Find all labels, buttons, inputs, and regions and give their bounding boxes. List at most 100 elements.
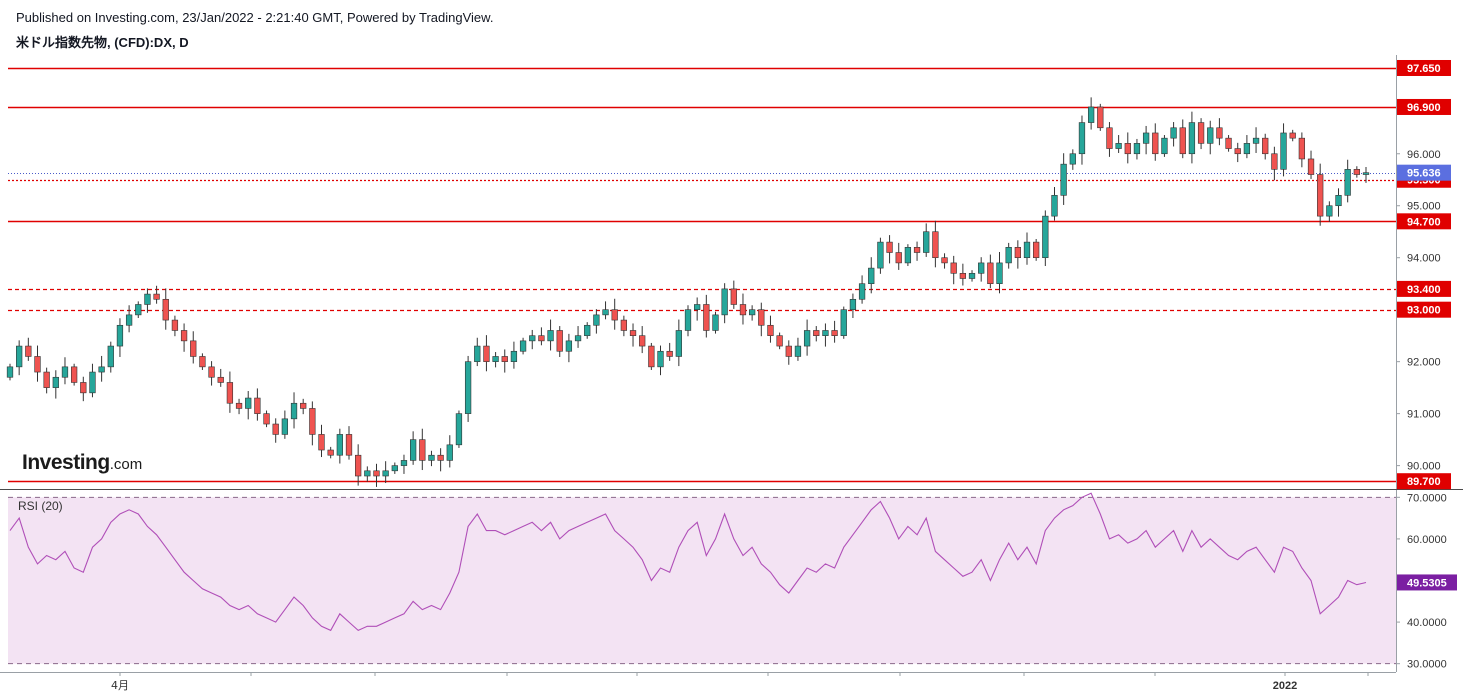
candle-body	[748, 309, 756, 316]
level-label: 93.400	[1407, 284, 1441, 296]
candle-body	[1023, 241, 1031, 259]
candle-body	[25, 345, 32, 357]
rsi-tick-label: 60.0000	[1407, 534, 1447, 546]
candle-body	[868, 267, 875, 284]
level-label-bg	[1397, 280, 1451, 297]
candle-body	[785, 345, 792, 357]
candle-body	[1014, 247, 1021, 259]
rsi-title: RSI (20)	[18, 499, 63, 513]
candle-body	[1033, 241, 1040, 259]
candle-body	[1326, 205, 1333, 217]
candle-body	[309, 408, 316, 435]
candle-body	[877, 241, 884, 269]
candle-body	[519, 340, 527, 352]
candle-body	[34, 356, 41, 373]
candle-body	[1298, 137, 1306, 160]
price-tick-label: 91.000	[1407, 409, 1441, 421]
candle-body	[52, 376, 59, 388]
candle-body	[6, 366, 14, 378]
candle-body	[538, 335, 545, 342]
candle-body	[98, 366, 105, 373]
rsi-line	[9, 492, 1367, 632]
candle-body	[263, 413, 270, 425]
price-tick-label: 96.000	[1407, 149, 1441, 161]
price-tick-label: 90.000	[1407, 461, 1441, 473]
candle-body	[574, 335, 582, 342]
candle-body	[565, 340, 573, 352]
candle-body	[1271, 153, 1278, 170]
candle-body	[1106, 127, 1113, 149]
candle-body	[464, 361, 472, 414]
logo-suffix: .com	[109, 456, 143, 473]
candle-body	[694, 304, 701, 310]
candle-body	[199, 356, 206, 368]
candle-body	[959, 272, 967, 279]
logo-backdrop	[18, 449, 168, 479]
candle-body	[529, 335, 536, 342]
candle-body	[941, 257, 948, 264]
candle-body	[382, 470, 389, 477]
candle-body	[1133, 143, 1141, 155]
candle-body	[840, 309, 847, 336]
candle-body	[904, 247, 912, 264]
candle-body	[125, 314, 133, 326]
candle-body	[758, 309, 765, 326]
horizontal-levels	[8, 67, 1396, 483]
candle-body	[593, 314, 600, 326]
candle-body	[886, 241, 893, 253]
candle-body	[987, 262, 994, 284]
candle-body	[1051, 195, 1058, 217]
candle-body	[1234, 148, 1241, 155]
time-axis: 4月 2022	[111, 672, 1369, 692]
candle-body	[80, 382, 87, 394]
candle-body	[245, 397, 252, 409]
level-label-bg	[1397, 473, 1451, 490]
candle-body	[584, 324, 591, 336]
candle-body	[1225, 137, 1232, 149]
candle-body	[290, 402, 298, 420]
candle-body	[629, 330, 637, 336]
candle-body	[1087, 106, 1095, 123]
candle-body	[1207, 127, 1214, 144]
candle-body	[318, 434, 325, 451]
candle-body	[364, 470, 371, 477]
candle-body	[400, 460, 408, 466]
chart-frame	[0, 55, 1463, 673]
price-tick-label: 94.000	[1407, 253, 1441, 265]
candle-body	[602, 309, 609, 316]
candle-body	[657, 350, 664, 368]
candle-body	[235, 402, 243, 409]
rsi-current-label-bg	[1397, 574, 1457, 591]
price-tick-label: 92.000	[1407, 357, 1441, 369]
price-tick-label: 95.000	[1407, 201, 1441, 213]
level-label-bg	[1397, 59, 1451, 76]
candle-body	[978, 262, 985, 274]
candle-body	[336, 434, 343, 456]
candle-body	[1170, 127, 1177, 139]
candle-body	[611, 309, 618, 321]
level-label: 97.650	[1407, 63, 1441, 75]
candle-body	[409, 439, 417, 461]
candle-body	[107, 345, 114, 368]
candle-body	[776, 335, 783, 347]
candle-body	[639, 335, 646, 347]
candle-body	[730, 288, 737, 305]
candle-body	[226, 382, 234, 404]
candle-body	[217, 376, 224, 383]
candle-body	[648, 345, 655, 368]
candle-body	[849, 298, 857, 310]
candle-body	[1216, 127, 1223, 139]
candle-body	[1252, 137, 1260, 144]
candle-body	[712, 314, 719, 331]
candle-body	[1152, 132, 1159, 155]
candle-body	[61, 366, 69, 378]
current-price-label-bg	[1397, 164, 1451, 181]
candle-body	[1243, 143, 1251, 155]
candle-body	[1097, 106, 1104, 129]
rsi-band	[8, 497, 1396, 664]
candle-body	[16, 345, 23, 368]
level-label: 89.700	[1407, 476, 1441, 488]
candle-body	[803, 330, 811, 347]
candle-body	[1005, 247, 1012, 264]
